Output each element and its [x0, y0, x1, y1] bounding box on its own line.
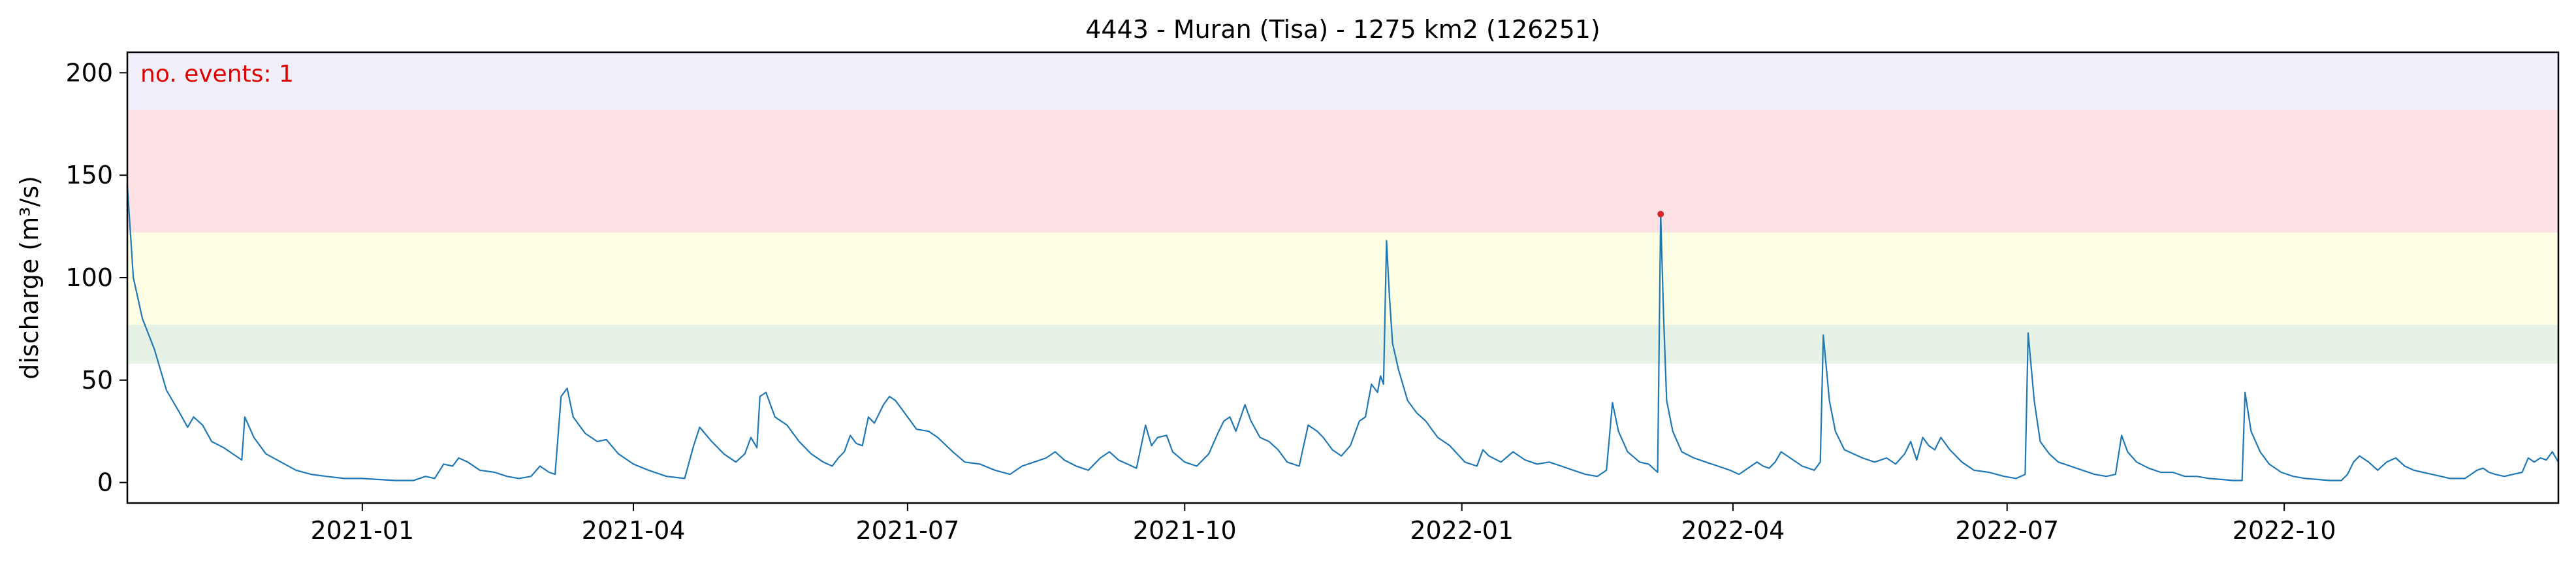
x-tick-label: 2022-07: [1955, 516, 2059, 545]
y-tick-label: 200: [65, 58, 113, 87]
y-tick-label: 0: [97, 468, 113, 497]
events-count-annotation: no. events: 1: [140, 61, 294, 88]
x-tick-label: 2021-10: [1133, 516, 1237, 545]
series-layer: [126, 185, 2559, 481]
x-tick-label: 2022-01: [1410, 516, 1514, 545]
y-tick-label: 150: [65, 161, 113, 189]
x-tick-label: 2021-01: [310, 516, 414, 545]
y-axis-label: discharge (m³/s): [15, 176, 44, 380]
x-tick-label: 2022-10: [2233, 516, 2336, 545]
discharge-series-line: [126, 185, 2559, 481]
events-layer: [1657, 210, 1664, 218]
chart-title: 4443 - Muran (Tisa) - 1275 km2 (126251): [1085, 15, 1600, 44]
x-tick-label: 2022-04: [1681, 516, 1785, 545]
threshold-band-2: [127, 109, 2558, 233]
y-tick-label: 100: [65, 263, 113, 292]
x-tick-label: 2021-07: [855, 516, 959, 545]
y-axis-ticks: 0 50 100 150 200: [65, 58, 127, 497]
threshold-band-0: [127, 325, 2558, 364]
x-tick-label: 2021-04: [582, 516, 686, 545]
y-tick-label: 50: [82, 366, 113, 395]
threshold-bands: [127, 52, 2558, 364]
x-axis-ticks: 2021-01 2021-04 2021-07 2021-10 2022-01 2022-…: [310, 503, 2336, 545]
threshold-band-3: [127, 52, 2558, 110]
threshold-band-1: [127, 233, 2558, 325]
event-marker-0: [1657, 210, 1664, 218]
